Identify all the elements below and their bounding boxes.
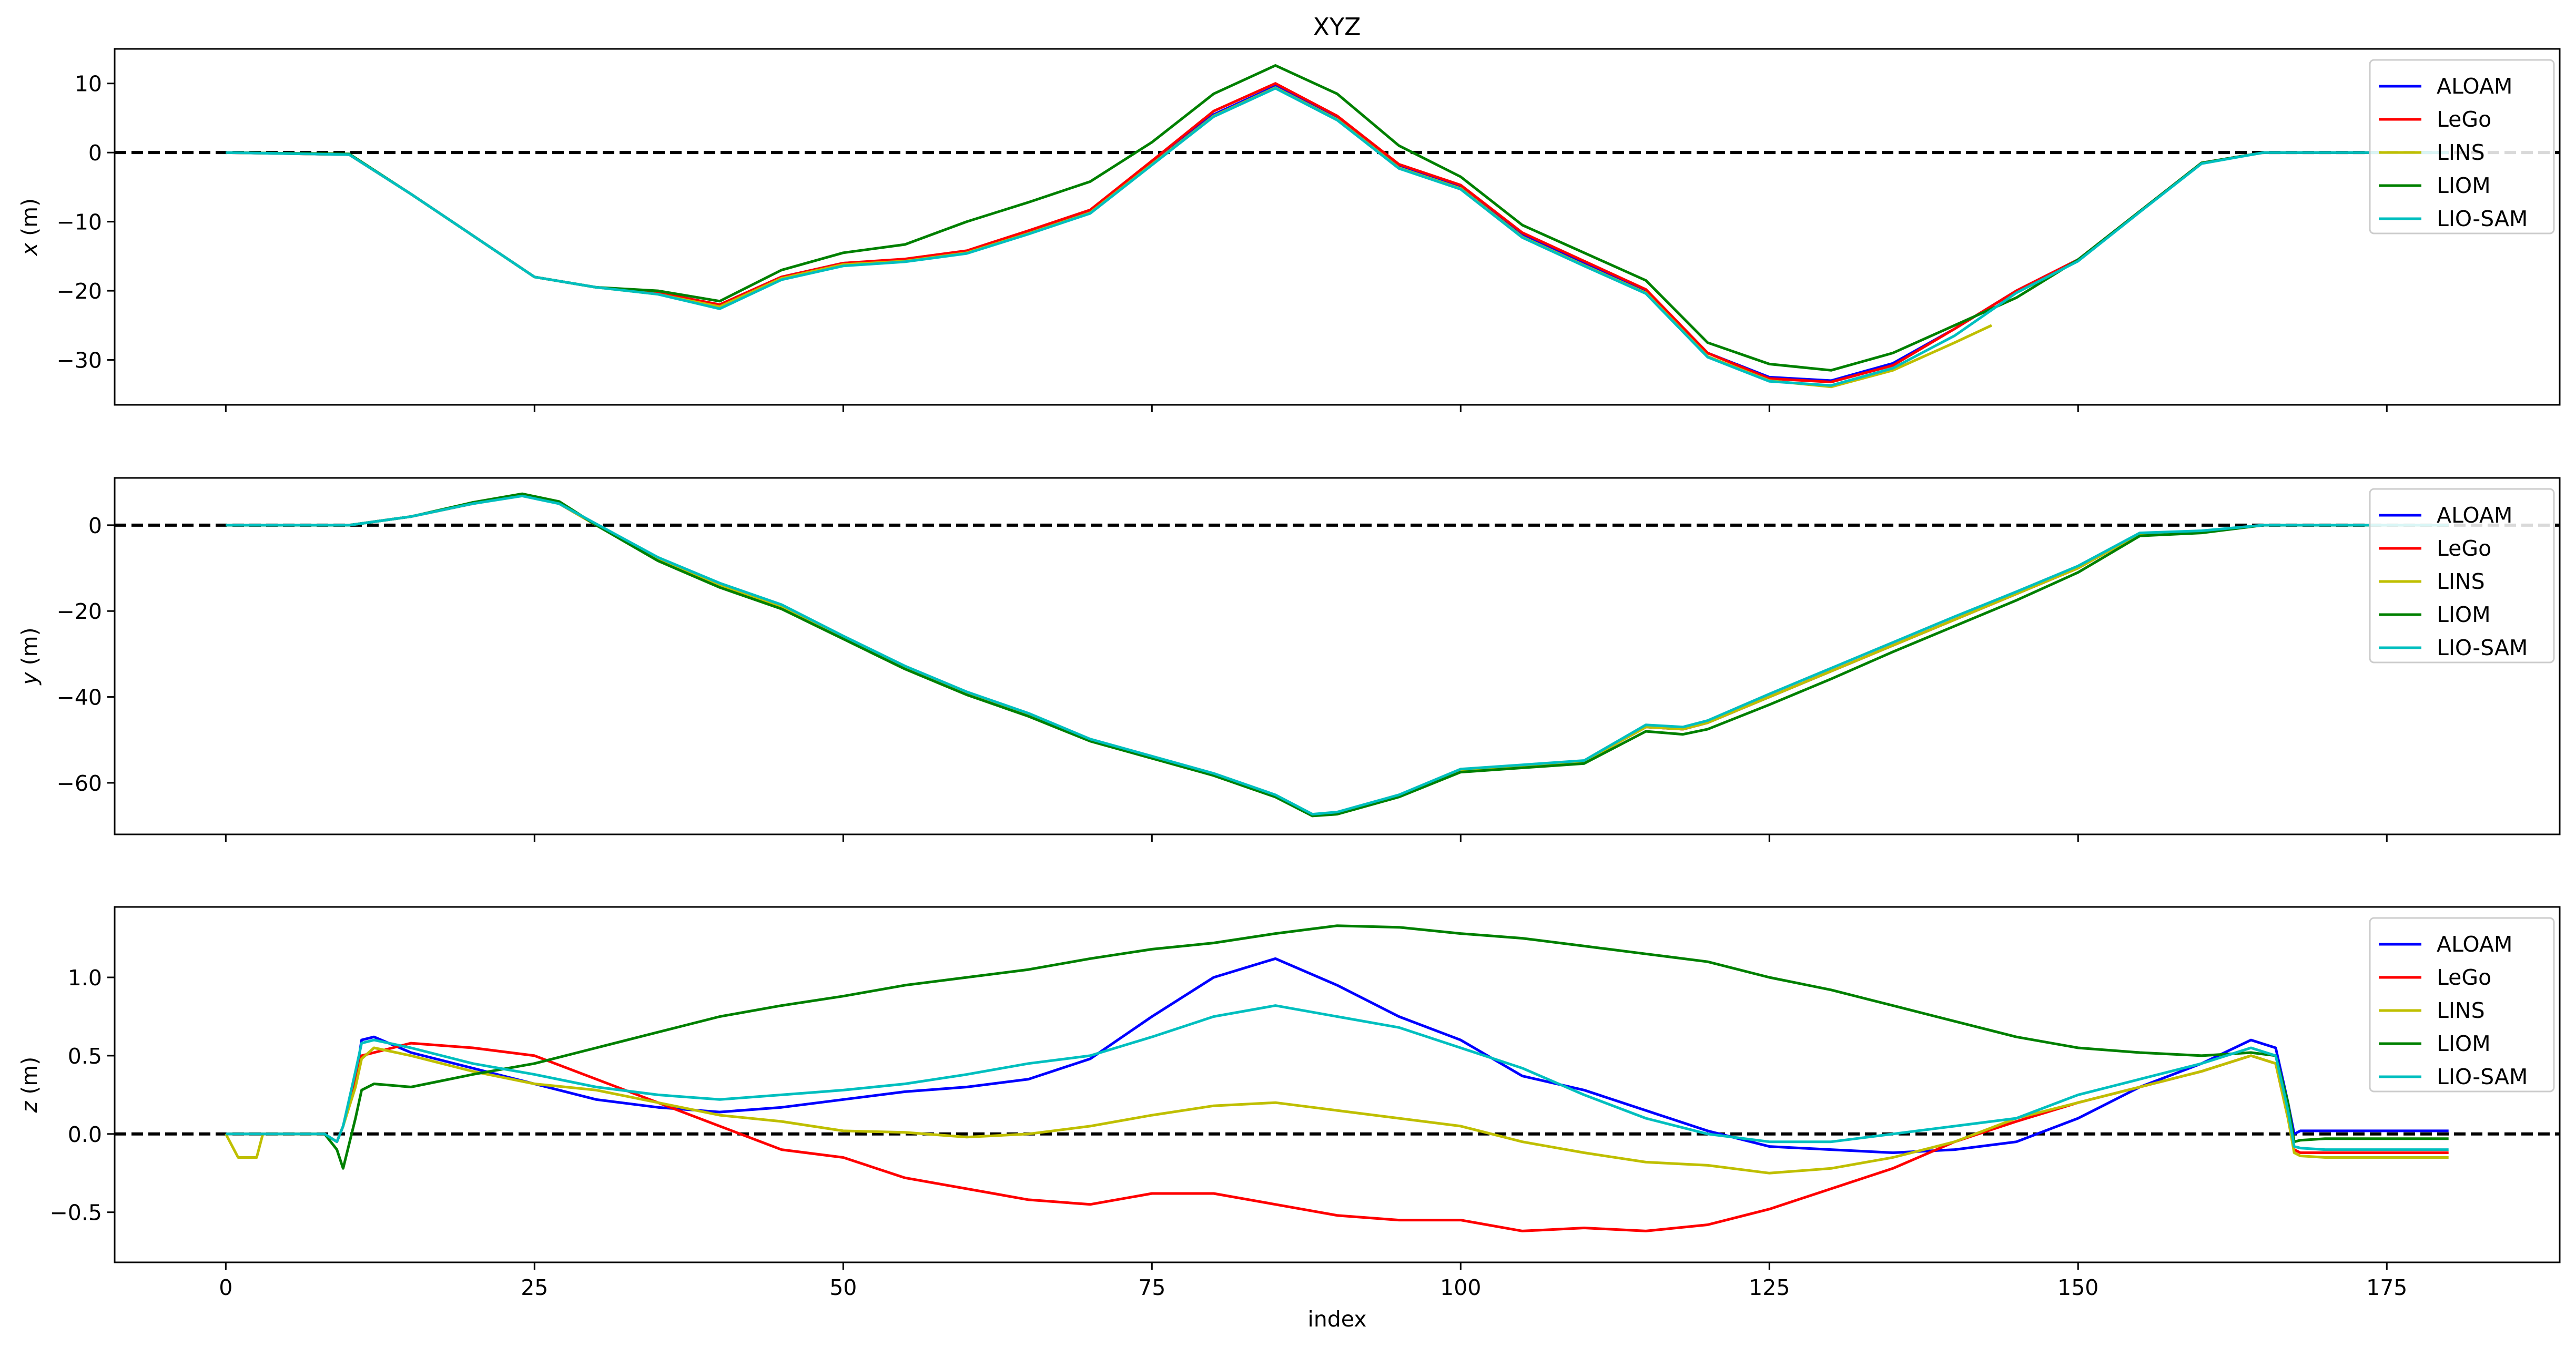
legend: ALOAM LeGo LINS LIOM LIO-SAM [2369,59,2555,234]
panel-2: 0 −20 −40 −60 y (m) ALOAM LeGo LINS LIOM LIO-SAM [17,477,2561,842]
legend-label-lio-sam: LIO-SAM [2437,635,2528,660]
x-tick-label: 150 [2057,1275,2098,1300]
x-tick-label: 100 [1440,1275,1481,1300]
panel-1: 10 0 −10 −20 −30 x (m) ALOAM LeGo LINS LIOM LIO-SA… [17,48,2561,412]
y-axis-label: x (m) [17,198,42,257]
series-line-lio-sam [226,1004,2449,1151]
y-tick-label: −40 [56,685,102,710]
y-tick-label: 0 [88,513,102,538]
figure-title: XYZ [1313,13,1361,41]
y-tick-label: −10 [56,210,102,235]
y-tick-label: 0 [88,140,102,166]
axes-frame [114,477,2561,835]
series-line-liom [226,492,2449,818]
y-tick-label: −0.5 [49,1200,102,1226]
x-tick-label: 125 [1749,1275,1790,1300]
legend-label-lego: LeGo [2437,536,2491,561]
legend-label-aloam: ALOAM [2437,74,2512,99]
y-axis-label: z (m) [17,1057,42,1114]
legend-label-aloam: ALOAM [2437,932,2512,957]
legend-label-lego: LeGo [2437,107,2491,132]
series-line-lins [225,1046,2449,1175]
legend-label-lins: LINS [2437,140,2485,165]
y-tick-label: 1.0 [68,965,102,991]
legend-box [2369,59,2555,234]
series-line-aloam [226,957,2449,1154]
x-axis-label: index [1307,1307,1366,1332]
axes-frame [114,906,2561,1263]
y-tick-label: −20 [56,599,102,624]
y-tick-label: 0.0 [68,1122,102,1147]
legend-label-aloam: ALOAM [2437,503,2512,528]
y-tick-label: −60 [56,771,102,796]
y-tick-label: 0.5 [68,1044,102,1069]
y-tick-label: 10 [75,72,102,97]
series-line-lio-sam [226,87,2449,387]
x-tick-label: 0 [219,1275,232,1300]
legend: ALOAM LeGo LINS LIOM LIO-SAM [2369,488,2555,664]
legend: ALOAM LeGo LINS LIOM LIO-SAM [2369,917,2555,1093]
x-tick-label: 175 [2366,1275,2407,1300]
legend-label-liom: LIOM [2437,1031,2491,1056]
legend-label-lins: LINS [2437,569,2485,594]
y-tick-label: −30 [56,348,102,373]
y-axis-label: y (m) [17,627,42,686]
x-tick-label: 25 [521,1275,548,1300]
x-tick-label: 50 [829,1275,857,1300]
axes-frame [114,48,2561,406]
x-tick-label: 75 [1138,1275,1165,1300]
legend-label-lio-sam: LIO-SAM [2437,1064,2528,1089]
legend-label-liom: LIOM [2437,173,2491,198]
panel-3: 0 25 50 75 100 125 150 175 1.0 0.5 0.0 −0.5 z (m) ind… [17,906,2561,1332]
legend-box [2369,917,2555,1093]
legend-label-liom: LIOM [2437,602,2491,627]
legend-box [2369,488,2555,664]
legend-label-lego: LeGo [2437,965,2491,990]
series-line-lio-sam [226,494,2449,816]
y-tick-label: −20 [56,279,102,304]
legend-label-lins: LINS [2437,998,2485,1023]
legend-label-lio-sam: LIO-SAM [2437,206,2528,231]
panels: 100−10−20−30x (m)ALOAMLeGoLINSLIOMLIO-SA… [17,48,2561,1332]
